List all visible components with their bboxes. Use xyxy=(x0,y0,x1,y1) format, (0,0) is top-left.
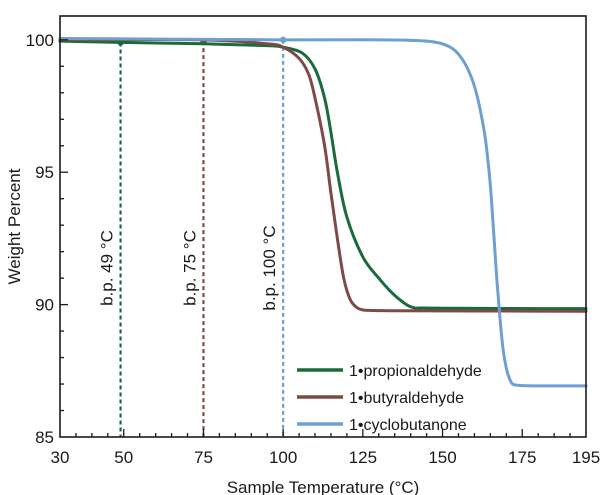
x-tick-label: 150 xyxy=(428,448,456,467)
series-line-2 xyxy=(58,38,588,313)
series-line-1 xyxy=(58,39,588,311)
legend-label-3: 1•cyclobutanone xyxy=(349,417,467,434)
y-tick-label: 85 xyxy=(35,428,54,447)
x-tick-label: 50 xyxy=(114,448,133,467)
x-tick-label: 100 xyxy=(269,448,297,467)
x-axis-title: Sample Temperature (°C) xyxy=(227,478,420,495)
y-tick-label: 95 xyxy=(35,163,54,182)
x-tick-label: 75 xyxy=(194,448,213,467)
legend: 1•propionaldehyde 1•butyraldehyde 1•cyclob… xyxy=(297,363,482,434)
bp-label-3: b.p. 100 °C xyxy=(260,225,279,310)
bp-label-2: b.p. 75 °C xyxy=(180,230,199,306)
series-line-3 xyxy=(58,37,588,388)
x-tick-label: 125 xyxy=(349,448,377,467)
x-tick-label: 195 xyxy=(572,448,600,467)
plot-frame xyxy=(59,15,587,438)
x-tick-label: 30 xyxy=(51,448,70,467)
legend-label-2: 1•butyraldehyde xyxy=(349,390,464,407)
bp-label-1: b.p. 49 °C xyxy=(98,230,117,306)
axes: 30 50 75 100 125 150 175 195 85 90 95 100 xyxy=(26,15,600,467)
x-tick-label: 175 xyxy=(508,448,536,467)
plot-area: b.p. 49 °C b.p. 75 °C b.p. 100 °C xyxy=(58,36,588,437)
y-axis-title: Weight Percent xyxy=(5,168,24,284)
legend-label-1: 1•propionaldehyde xyxy=(349,363,482,380)
y-tick-label: 100 xyxy=(26,31,54,50)
y-tick-label: 90 xyxy=(35,296,54,315)
